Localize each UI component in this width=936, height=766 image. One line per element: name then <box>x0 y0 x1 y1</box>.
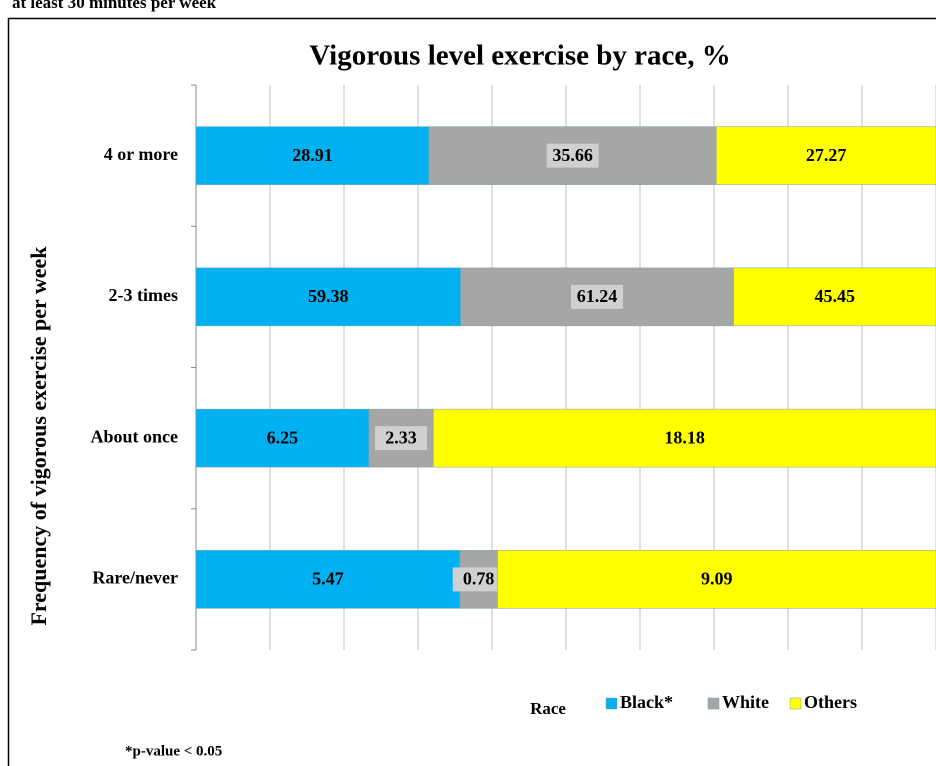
label-background <box>571 284 624 309</box>
data-label: 6.25 <box>267 427 299 447</box>
bar-segment <box>195 550 461 609</box>
label-background <box>452 567 505 592</box>
data-label: 18.18 <box>664 427 705 447</box>
frame <box>7 17 936 766</box>
y-tick-label: 4 or more <box>104 144 178 164</box>
data-label: 28.91 <box>292 145 333 165</box>
bar-segment <box>497 550 936 609</box>
y-axis-label: Frequency of vigorous exercise per week <box>26 246 51 626</box>
y-tick-label: Rare/never <box>92 568 178 588</box>
label-background <box>546 143 599 168</box>
y-tick-label: 2-3 times <box>109 285 178 305</box>
y-tick-label: About once <box>90 426 178 446</box>
data-label: 9.09 <box>701 569 733 589</box>
chart-title: Vigorous level exercise by race, % <box>309 40 730 72</box>
data-label: 2.33 <box>385 427 417 447</box>
data-label: 61.24 <box>577 286 618 306</box>
data-label: 0.78 <box>463 569 495 589</box>
legend-title: Race <box>530 699 566 718</box>
data-label: 27.27 <box>806 145 847 165</box>
legend-label: White <box>722 692 769 712</box>
legend-label: Others <box>804 692 857 712</box>
footnote: *p-value < 0.05 <box>125 743 222 759</box>
legend-label: Black* <box>620 692 673 712</box>
legend-swatch <box>789 697 802 710</box>
bar-segment <box>733 267 936 327</box>
data-label: 59.38 <box>308 286 349 306</box>
header: at least 30 minutes per week <box>12 0 217 12</box>
bar-segment <box>195 267 461 327</box>
bar-segment <box>195 126 430 185</box>
legend-swatch <box>605 697 618 710</box>
data-label: 5.47 <box>312 569 344 589</box>
legend-swatch <box>707 697 720 710</box>
bar-segment <box>716 126 936 185</box>
label-background <box>375 426 428 451</box>
data-label: 35.66 <box>552 145 593 165</box>
data-label: 45.45 <box>814 286 855 306</box>
bar-segment <box>195 408 370 468</box>
bar-segment <box>433 408 936 468</box>
